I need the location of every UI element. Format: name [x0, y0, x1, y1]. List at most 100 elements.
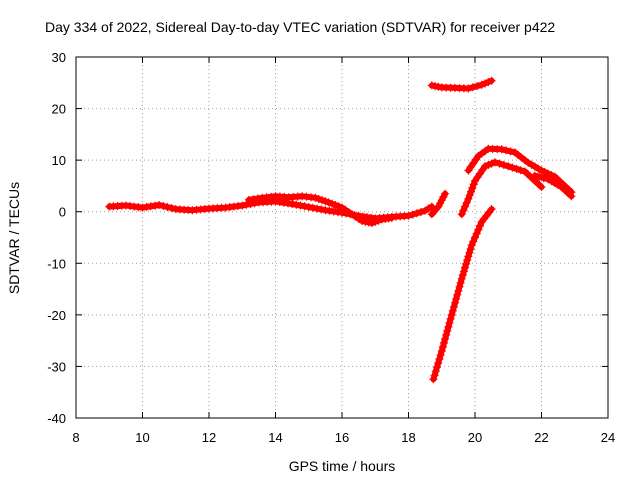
y-tick-label: 10: [52, 153, 66, 168]
plus-marker: [408, 210, 417, 219]
plus-marker: [516, 166, 525, 175]
satellite-track-5: [464, 144, 576, 197]
plus-marker: [473, 82, 482, 91]
plus-marker: [487, 159, 496, 168]
plus-marker: [468, 184, 477, 192]
plus-marker: [151, 201, 159, 210]
plus-marker: [433, 363, 441, 372]
y-tick-label: -40: [47, 411, 66, 426]
x-tick-labels: 8 10 12 14 16 18 20 22 24: [72, 430, 615, 445]
plus-marker: [163, 203, 172, 212]
plus-marker: [437, 347, 446, 355]
plus-marker: [429, 375, 438, 384]
plus-marker: [508, 163, 517, 172]
plus-marker: [495, 159, 504, 168]
plus-marker: [567, 192, 576, 201]
plus-marker: [463, 256, 472, 265]
plus-marker: [300, 202, 309, 211]
plus-marker: [361, 217, 370, 226]
plus-marker: [455, 282, 464, 291]
plus-marker: [249, 195, 258, 204]
plus-marker: [465, 191, 474, 200]
plus-marker: [477, 80, 486, 89]
plus-marker: [444, 322, 453, 331]
plus-marker: [474, 225, 483, 234]
plus-marker: [155, 201, 164, 209]
plus-marker: [524, 158, 533, 167]
chart-title: Day 334 of 2022, Sidereal Day-to-day VTE…: [45, 19, 555, 35]
plus-marker: [472, 229, 481, 238]
plus-marker: [441, 189, 450, 198]
plus-marker: [502, 146, 510, 155]
plus-marker: [469, 237, 478, 246]
x-tick-label: 24: [601, 430, 615, 445]
plus-marker: [167, 204, 176, 213]
plus-marker: [296, 201, 305, 210]
plus-marker: [512, 164, 521, 173]
plus-marker: [464, 84, 473, 93]
plus-marker: [458, 271, 467, 279]
plus-marker: [443, 326, 452, 335]
plus-marker: [484, 78, 493, 87]
plus-marker: [159, 202, 168, 210]
plus-marker: [313, 204, 322, 213]
plus-marker: [535, 172, 544, 181]
plus-marker: [457, 274, 466, 283]
x-tick-label: 10: [135, 430, 149, 445]
plus-marker: [537, 183, 546, 191]
satellite-track-3: [427, 189, 450, 219]
plus-marker: [447, 310, 456, 319]
plus-marker: [550, 179, 559, 188]
plus-marker: [534, 164, 543, 173]
plus-marker: [292, 200, 301, 209]
plus-marker: [387, 213, 396, 222]
plus-marker: [442, 330, 451, 339]
plus-marker: [424, 204, 433, 213]
plus-marker: [464, 194, 473, 203]
plus-marker: [466, 245, 475, 253]
plus-marker: [440, 338, 448, 347]
plus-marker: [530, 171, 539, 180]
plus-marker: [481, 79, 489, 88]
plus-marker: [465, 248, 474, 257]
x-tick-label: 8: [72, 430, 79, 445]
y-tick-label: -30: [47, 359, 66, 374]
plus-marker: [324, 198, 333, 207]
y-tick-labels: -40 -30 -20 -10 0 10 20 30: [47, 50, 66, 426]
plus-marker: [554, 181, 563, 189]
plus-marker: [445, 318, 454, 327]
plus-marker: [487, 76, 496, 85]
plus-marker: [304, 203, 313, 212]
plus-marker: [328, 199, 336, 208]
plus-marker: [441, 334, 450, 343]
plus-marker: [547, 177, 556, 186]
plus-marker: [244, 195, 253, 204]
plus-marker: [367, 219, 376, 228]
plus-marker: [457, 210, 466, 219]
plus-marker: [138, 203, 147, 212]
x-axis-title: GPS time / hours: [289, 458, 396, 474]
plus-marker: [504, 162, 513, 171]
plus-marker: [431, 367, 440, 376]
x-tick-label: 14: [268, 430, 282, 445]
plus-marker: [484, 161, 493, 169]
plus-marker: [253, 194, 262, 203]
plus-marker: [404, 211, 413, 220]
plus-marker: [430, 371, 439, 380]
plus-marker: [238, 201, 247, 210]
satellite-track-8: [429, 205, 496, 384]
plus-marker: [537, 166, 546, 175]
y-tick-label: 30: [52, 50, 66, 65]
plus-marker: [459, 206, 468, 215]
plus-marker: [459, 267, 468, 276]
y-tick-label: -20: [47, 308, 66, 323]
plus-marker: [497, 145, 506, 154]
plus-marker: [311, 193, 320, 202]
y-tick-label: -10: [47, 256, 66, 271]
plus-marker: [453, 290, 462, 299]
plus-marker: [446, 314, 455, 323]
plus-marker: [491, 158, 499, 167]
plus-marker: [461, 202, 469, 211]
